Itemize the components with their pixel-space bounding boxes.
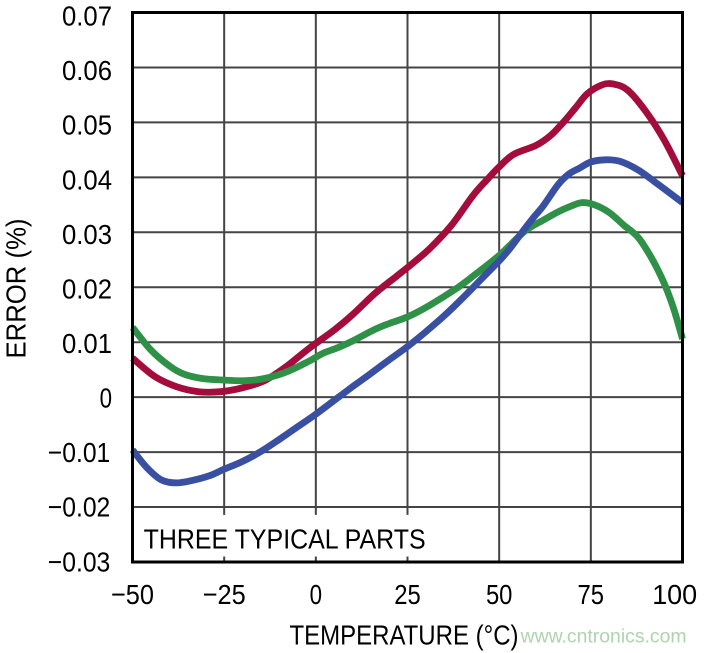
svg-text:THREE TYPICAL PARTS: THREE TYPICAL PARTS: [144, 523, 426, 554]
svg-text:−0.02: −0.02: [48, 492, 111, 523]
svg-text:TEMPERATURE (°C): TEMPERATURE (°C): [290, 619, 519, 650]
svg-text:75: 75: [578, 579, 605, 610]
svg-text:0.05: 0.05: [62, 110, 112, 141]
svg-text:0.07: 0.07: [62, 1, 112, 32]
svg-text:0.03: 0.03: [62, 219, 112, 250]
svg-text:ERROR (%): ERROR (%): [0, 219, 31, 359]
svg-text:0: 0: [310, 579, 322, 610]
svg-text:−25: −25: [203, 579, 246, 610]
svg-text:www.cntronics.com: www.cntronics.com: [520, 626, 687, 648]
svg-text:50: 50: [486, 579, 513, 610]
svg-text:−0.03: −0.03: [48, 546, 111, 577]
svg-text:0.02: 0.02: [62, 273, 112, 304]
svg-text:25: 25: [394, 579, 421, 610]
svg-text:100: 100: [652, 579, 697, 610]
svg-text:0: 0: [100, 383, 112, 414]
svg-text:−0.01: −0.01: [48, 437, 111, 468]
svg-text:0.01: 0.01: [62, 328, 112, 359]
svg-text:0.04: 0.04: [62, 164, 112, 195]
svg-text:0.06: 0.06: [62, 55, 112, 86]
svg-text:−50: −50: [111, 579, 154, 610]
